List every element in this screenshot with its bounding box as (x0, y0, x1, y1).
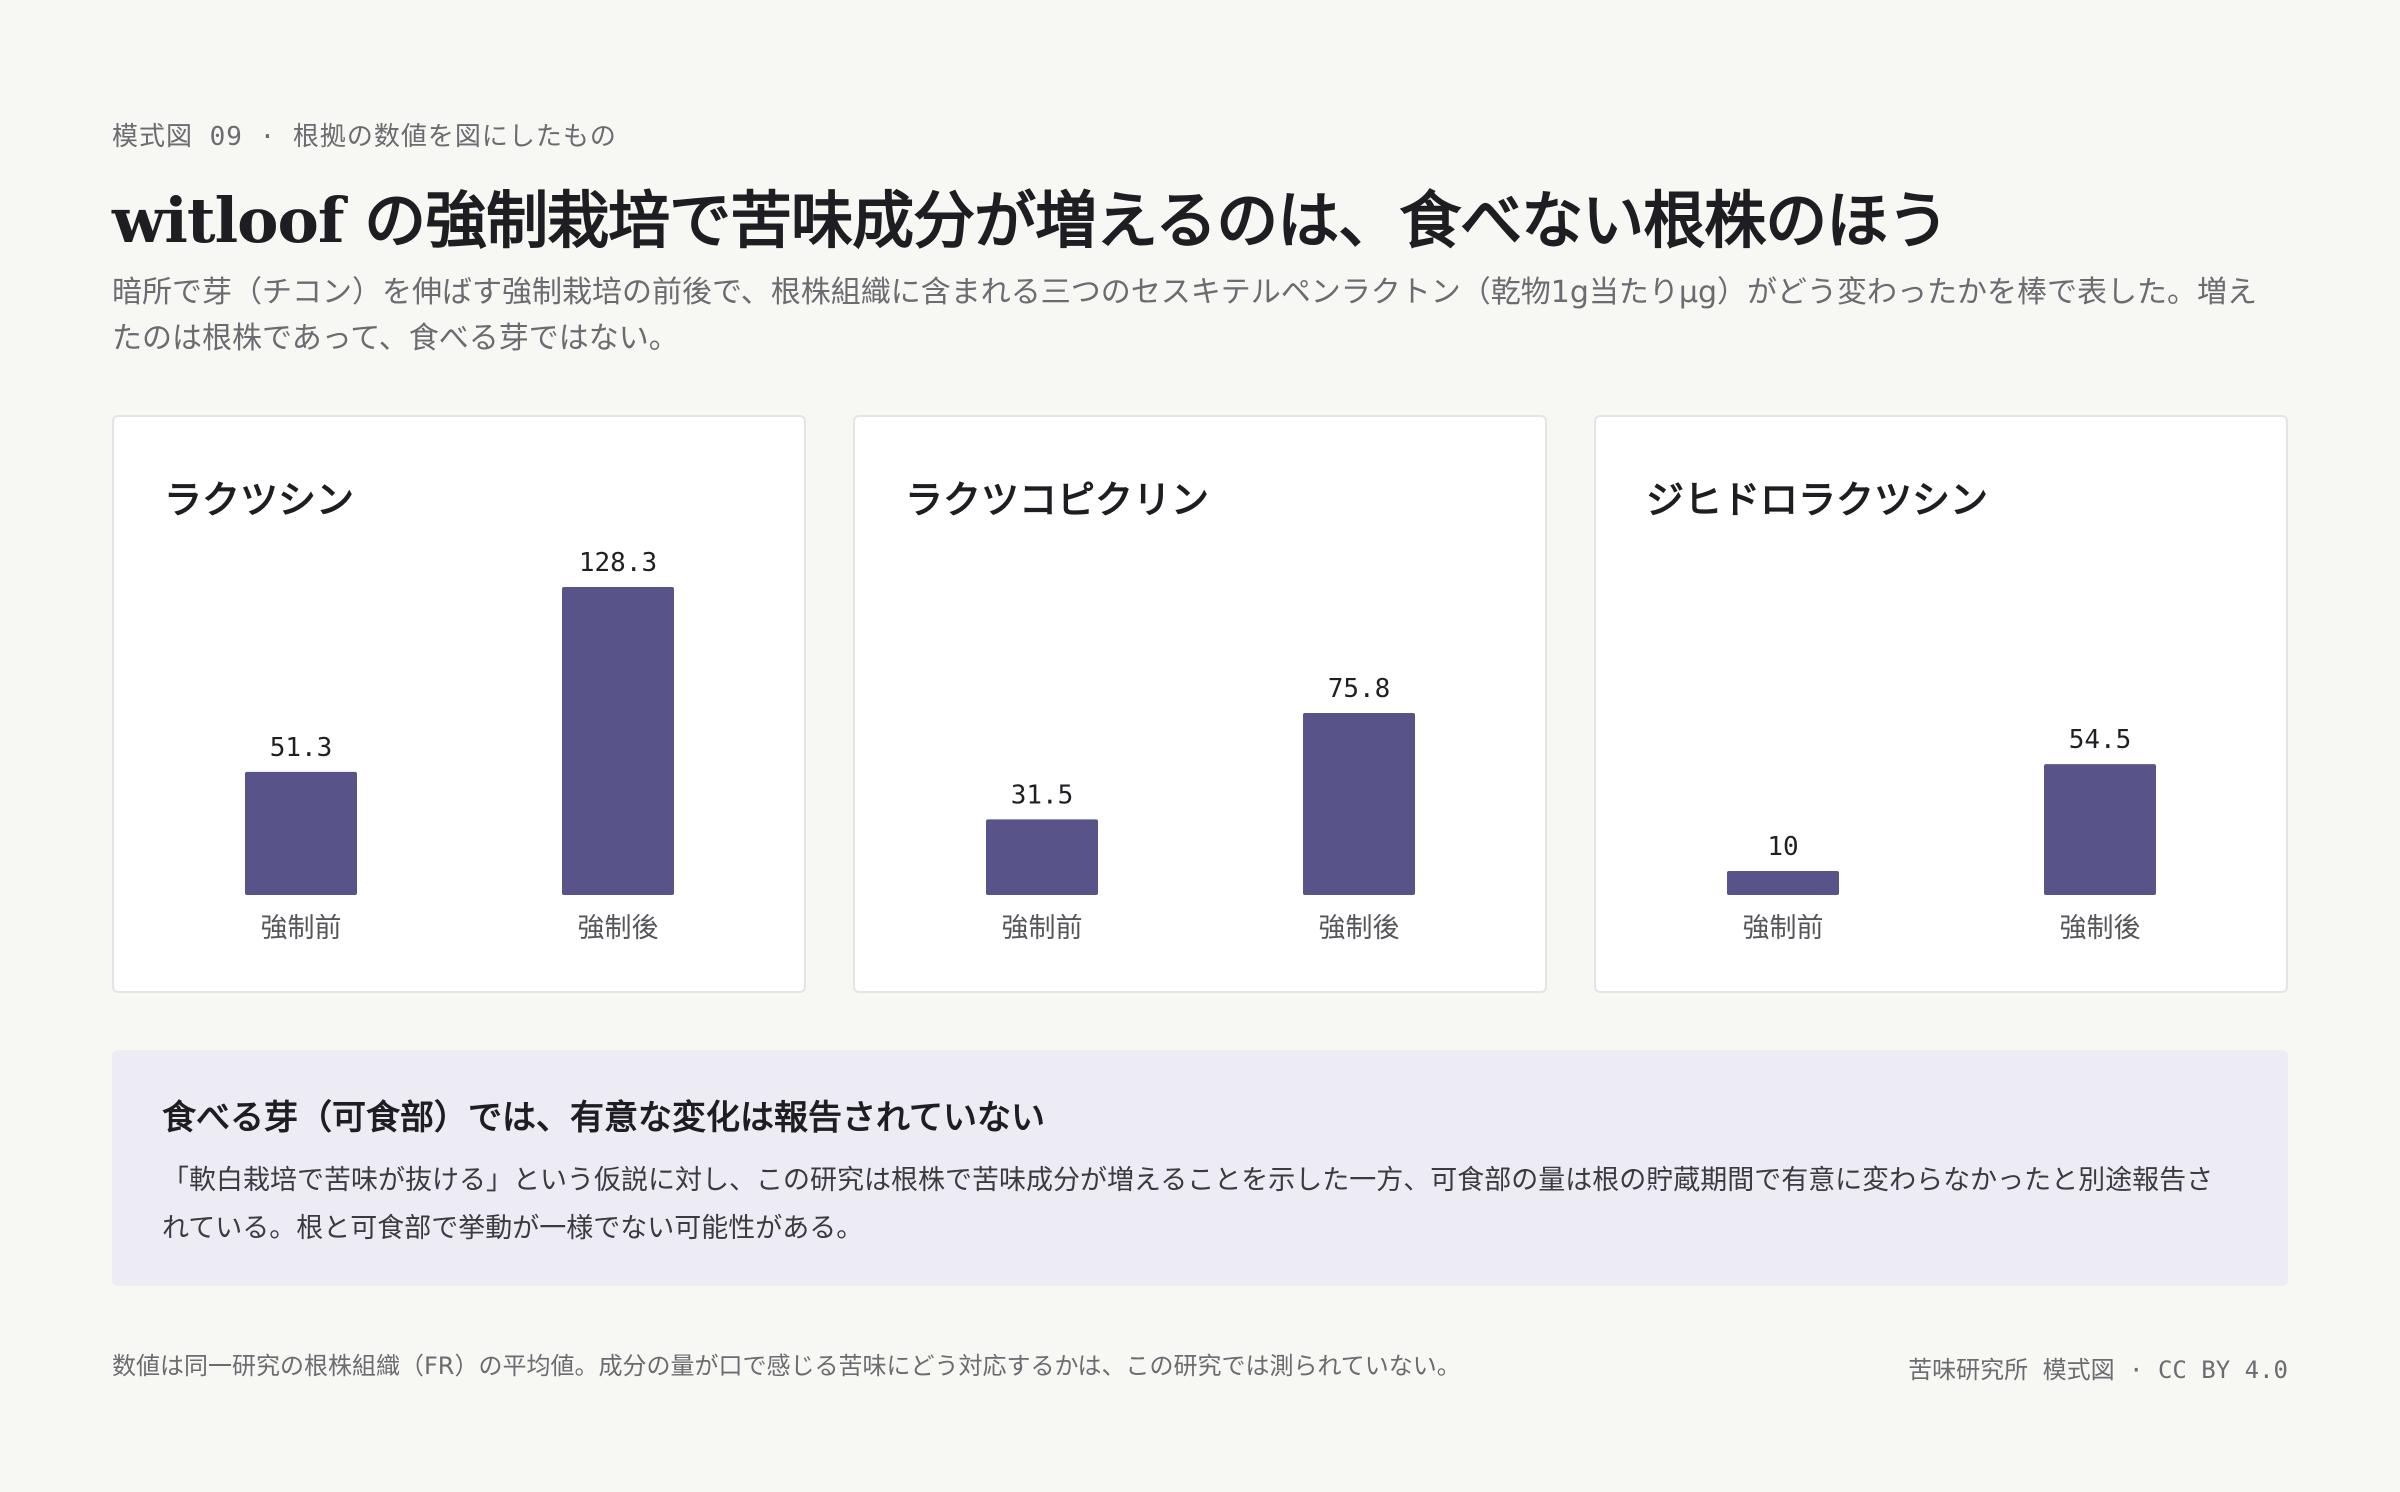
bar-0 (245, 771, 357, 895)
bar-chart-lactucin: 51.3 強制前 128.3 強制後 (245, 548, 674, 944)
bar-1 (2044, 764, 2156, 895)
bar-chart-lactucopicrin: 31.5 強制前 75.8 強制後 (986, 674, 1415, 944)
chart-panels: ラクツシン 51.3 強制前 128.3 強制後 ラクツコピクリン 31.5 強制前 75… (112, 415, 2288, 995)
bar-1 (562, 587, 674, 895)
category-label: 強制後 (1319, 913, 1400, 944)
bar-value-label: 128.3 (579, 548, 657, 578)
chart-title: ラクツシン (164, 477, 355, 522)
category-label: 強制前 (1743, 913, 1824, 944)
bar-value-label: 75.8 (1328, 674, 1391, 704)
bar-1 (1303, 713, 1415, 895)
page-subtitle: 暗所で芽（チコン）を伸ばす強制栽培の前後で、根株組織に含まれる三つのセスキテルペ… (112, 275, 2258, 356)
bar-0 (1727, 870, 1839, 895)
bar-value-label: 54.5 (2069, 725, 2132, 755)
category-label: 強制後 (578, 913, 659, 944)
category-label: 強制前 (261, 913, 342, 944)
bar-chart-dihydrolactucin: 10 強制前 54.5 強制後 (1727, 725, 2156, 944)
chart-panel-lactucin: ラクツシン 51.3 強制前 128.3 強制後 (112, 415, 806, 993)
note-box: 食べる芽（可食部）では、有意な変化は報告されていない 「軟白栽培で苦味が抜ける」… (112, 1050, 2288, 1286)
footer-note: 数値は同一研究の根株組織（FR）の平均値。成分の量が口で感じる苦味にどう対応する… (112, 1352, 1461, 1380)
bar-value-label: 31.5 (1011, 780, 1074, 810)
footer-credit: 苦味研究所 模式図 · CC BY 4.0 (1908, 1356, 2288, 1384)
figure-eyebrow: 模式図 09 · 根拠の数値を図にしたもの (112, 122, 617, 152)
category-label: 強制前 (1002, 913, 1083, 944)
chart-title: ジヒドロラクツシン (1646, 477, 1989, 522)
bar-0 (986, 819, 1098, 895)
chart-title: ラクツコピクリン (905, 477, 1210, 522)
bar-value-label: 10 (1767, 832, 1798, 862)
chart-panel-lactucopicrin: ラクツコピクリン 31.5 強制前 75.8 強制後 (853, 415, 1547, 993)
note-body: 「軟白栽培で苦味が抜ける」という仮説に対し、この研究は根株で苦味成分が増えること… (162, 1165, 2214, 1244)
page-title: witloof の強制栽培で苦味成分が増えるのは、食べない根株のほう (112, 184, 1949, 257)
bar-value-label: 51.3 (270, 733, 333, 763)
category-label: 強制後 (2060, 913, 2141, 944)
note-title: 食べる芽（可食部）では、有意な変化は報告されていない (162, 1098, 1045, 1138)
chart-panel-dihydrolactucin: ジヒドロラクツシン 10 強制前 54.5 強制後 (1594, 415, 2288, 993)
